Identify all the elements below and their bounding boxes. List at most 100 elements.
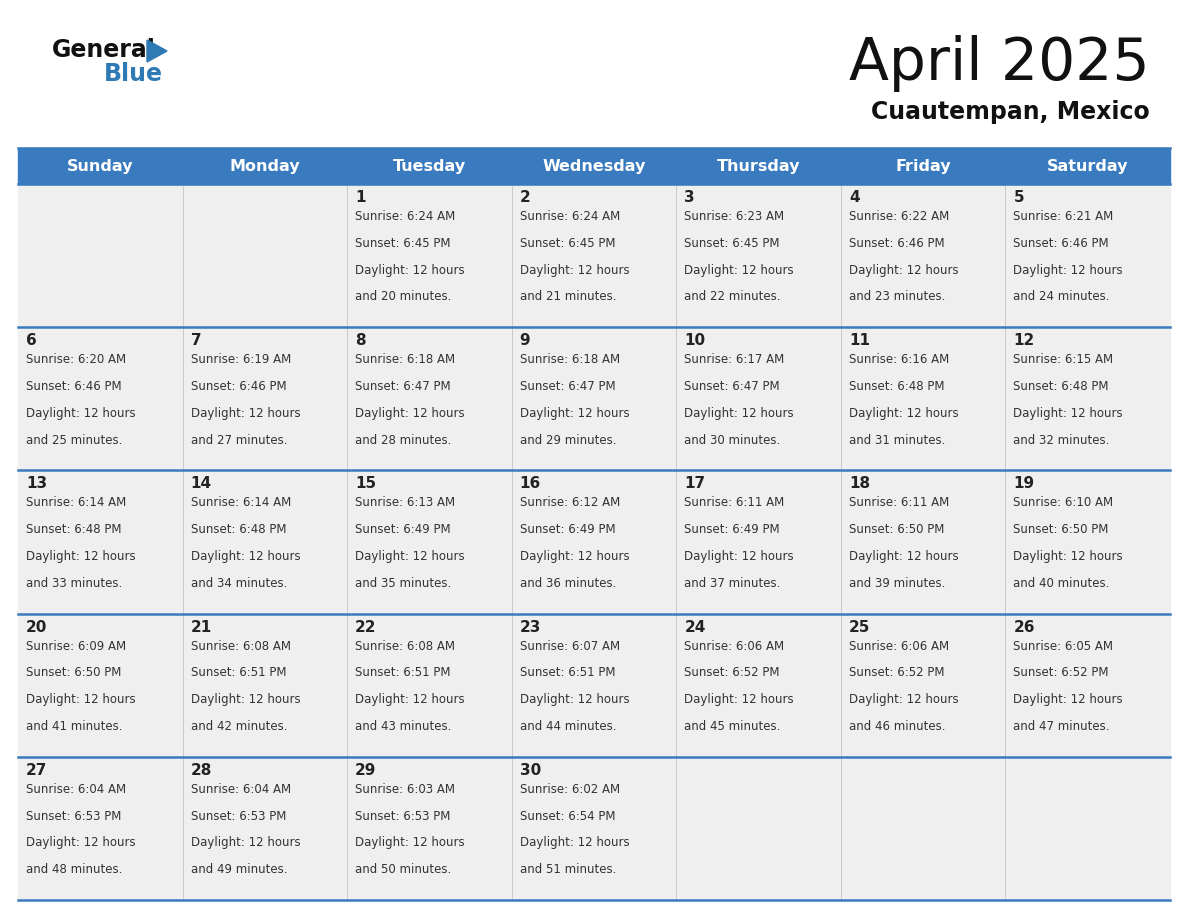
Bar bbox=[18, 613, 183, 756]
Text: Sunset: 6:48 PM: Sunset: 6:48 PM bbox=[849, 380, 944, 393]
Text: and 33 minutes.: and 33 minutes. bbox=[26, 577, 122, 589]
Text: and 21 minutes.: and 21 minutes. bbox=[519, 290, 617, 304]
Text: Daylight: 12 hours: Daylight: 12 hours bbox=[1013, 407, 1123, 420]
Text: Sunrise: 6:11 AM: Sunrise: 6:11 AM bbox=[849, 497, 949, 509]
Text: Sunset: 6:46 PM: Sunset: 6:46 PM bbox=[26, 380, 121, 393]
Text: Sunset: 6:47 PM: Sunset: 6:47 PM bbox=[355, 380, 450, 393]
Text: 13: 13 bbox=[26, 476, 48, 491]
Bar bbox=[512, 184, 676, 327]
Text: Sunset: 6:51 PM: Sunset: 6:51 PM bbox=[355, 666, 450, 679]
Text: April 2025: April 2025 bbox=[849, 35, 1150, 92]
Bar bbox=[18, 327, 183, 470]
Text: Sunday: Sunday bbox=[67, 159, 133, 174]
Bar bbox=[183, 756, 347, 900]
Text: Sunset: 6:46 PM: Sunset: 6:46 PM bbox=[1013, 237, 1110, 250]
Bar bbox=[1005, 327, 1170, 470]
Text: Sunrise: 6:15 AM: Sunrise: 6:15 AM bbox=[1013, 353, 1113, 366]
Text: Sunrise: 6:08 AM: Sunrise: 6:08 AM bbox=[190, 640, 291, 653]
Text: 21: 21 bbox=[190, 620, 211, 634]
Text: 19: 19 bbox=[1013, 476, 1035, 491]
Text: Daylight: 12 hours: Daylight: 12 hours bbox=[1013, 693, 1123, 706]
Text: 10: 10 bbox=[684, 333, 706, 348]
Text: 15: 15 bbox=[355, 476, 377, 491]
Text: Sunrise: 6:04 AM: Sunrise: 6:04 AM bbox=[190, 783, 291, 796]
Text: and 35 minutes.: and 35 minutes. bbox=[355, 577, 451, 589]
Text: Daylight: 12 hours: Daylight: 12 hours bbox=[190, 836, 301, 849]
Text: Sunrise: 6:17 AM: Sunrise: 6:17 AM bbox=[684, 353, 784, 366]
Bar bbox=[347, 184, 512, 327]
Text: Sunrise: 6:02 AM: Sunrise: 6:02 AM bbox=[519, 783, 620, 796]
Text: and 50 minutes.: and 50 minutes. bbox=[355, 863, 451, 876]
Bar bbox=[512, 613, 676, 756]
Text: Daylight: 12 hours: Daylight: 12 hours bbox=[519, 836, 630, 849]
Text: Sunset: 6:52 PM: Sunset: 6:52 PM bbox=[684, 666, 779, 679]
Text: 8: 8 bbox=[355, 333, 366, 348]
Bar bbox=[676, 184, 841, 327]
Text: Sunrise: 6:13 AM: Sunrise: 6:13 AM bbox=[355, 497, 455, 509]
Bar bbox=[676, 327, 841, 470]
Text: Daylight: 12 hours: Daylight: 12 hours bbox=[190, 550, 301, 563]
Text: 5: 5 bbox=[1013, 190, 1024, 205]
Bar bbox=[183, 184, 347, 327]
Text: Sunset: 6:50 PM: Sunset: 6:50 PM bbox=[849, 523, 944, 536]
Text: Sunset: 6:51 PM: Sunset: 6:51 PM bbox=[190, 666, 286, 679]
Text: Sunrise: 6:16 AM: Sunrise: 6:16 AM bbox=[849, 353, 949, 366]
Text: 16: 16 bbox=[519, 476, 541, 491]
Text: Tuesday: Tuesday bbox=[393, 159, 466, 174]
Text: Daylight: 12 hours: Daylight: 12 hours bbox=[684, 263, 794, 276]
Bar bbox=[18, 148, 1170, 184]
Text: 17: 17 bbox=[684, 476, 706, 491]
Bar bbox=[347, 756, 512, 900]
Text: 18: 18 bbox=[849, 476, 870, 491]
Text: Monday: Monday bbox=[229, 159, 301, 174]
Text: Sunrise: 6:12 AM: Sunrise: 6:12 AM bbox=[519, 497, 620, 509]
Text: Sunrise: 6:06 AM: Sunrise: 6:06 AM bbox=[849, 640, 949, 653]
Text: and 22 minutes.: and 22 minutes. bbox=[684, 290, 781, 304]
Text: and 29 minutes.: and 29 minutes. bbox=[519, 433, 617, 446]
Bar bbox=[347, 470, 512, 613]
Bar bbox=[512, 470, 676, 613]
Text: Daylight: 12 hours: Daylight: 12 hours bbox=[849, 263, 959, 276]
Text: 9: 9 bbox=[519, 333, 530, 348]
Text: Daylight: 12 hours: Daylight: 12 hours bbox=[190, 693, 301, 706]
Text: and 36 minutes.: and 36 minutes. bbox=[519, 577, 617, 589]
Text: Sunrise: 6:06 AM: Sunrise: 6:06 AM bbox=[684, 640, 784, 653]
Bar bbox=[676, 470, 841, 613]
Text: and 43 minutes.: and 43 minutes. bbox=[355, 720, 451, 733]
Text: 22: 22 bbox=[355, 620, 377, 634]
Text: Daylight: 12 hours: Daylight: 12 hours bbox=[849, 693, 959, 706]
Text: Saturday: Saturday bbox=[1047, 159, 1129, 174]
Text: 27: 27 bbox=[26, 763, 48, 778]
Text: Sunset: 6:50 PM: Sunset: 6:50 PM bbox=[26, 666, 121, 679]
Text: 7: 7 bbox=[190, 333, 201, 348]
Text: Sunrise: 6:07 AM: Sunrise: 6:07 AM bbox=[519, 640, 620, 653]
Text: Sunset: 6:47 PM: Sunset: 6:47 PM bbox=[519, 380, 615, 393]
Text: Sunset: 6:51 PM: Sunset: 6:51 PM bbox=[519, 666, 615, 679]
Text: Daylight: 12 hours: Daylight: 12 hours bbox=[1013, 263, 1123, 276]
Text: Wednesday: Wednesday bbox=[542, 159, 646, 174]
Text: Sunrise: 6:14 AM: Sunrise: 6:14 AM bbox=[26, 497, 126, 509]
Text: 2: 2 bbox=[519, 190, 531, 205]
Text: Sunrise: 6:14 AM: Sunrise: 6:14 AM bbox=[190, 497, 291, 509]
Text: Sunrise: 6:19 AM: Sunrise: 6:19 AM bbox=[190, 353, 291, 366]
Bar bbox=[18, 756, 183, 900]
Text: and 25 minutes.: and 25 minutes. bbox=[26, 433, 122, 446]
Text: 12: 12 bbox=[1013, 333, 1035, 348]
Text: 25: 25 bbox=[849, 620, 871, 634]
Bar bbox=[841, 184, 1005, 327]
Bar bbox=[183, 470, 347, 613]
Bar bbox=[1005, 184, 1170, 327]
Bar bbox=[347, 327, 512, 470]
Text: Sunrise: 6:11 AM: Sunrise: 6:11 AM bbox=[684, 497, 784, 509]
Text: Sunset: 6:48 PM: Sunset: 6:48 PM bbox=[26, 523, 121, 536]
Text: Sunrise: 6:21 AM: Sunrise: 6:21 AM bbox=[1013, 210, 1113, 223]
Text: Friday: Friday bbox=[896, 159, 950, 174]
Text: Sunrise: 6:24 AM: Sunrise: 6:24 AM bbox=[519, 210, 620, 223]
Text: Daylight: 12 hours: Daylight: 12 hours bbox=[26, 836, 135, 849]
Text: Sunset: 6:53 PM: Sunset: 6:53 PM bbox=[355, 810, 450, 823]
Text: Blue: Blue bbox=[105, 62, 163, 86]
Text: and 39 minutes.: and 39 minutes. bbox=[849, 577, 946, 589]
Text: and 32 minutes.: and 32 minutes. bbox=[1013, 433, 1110, 446]
Text: 28: 28 bbox=[190, 763, 211, 778]
Text: and 44 minutes.: and 44 minutes. bbox=[519, 720, 617, 733]
